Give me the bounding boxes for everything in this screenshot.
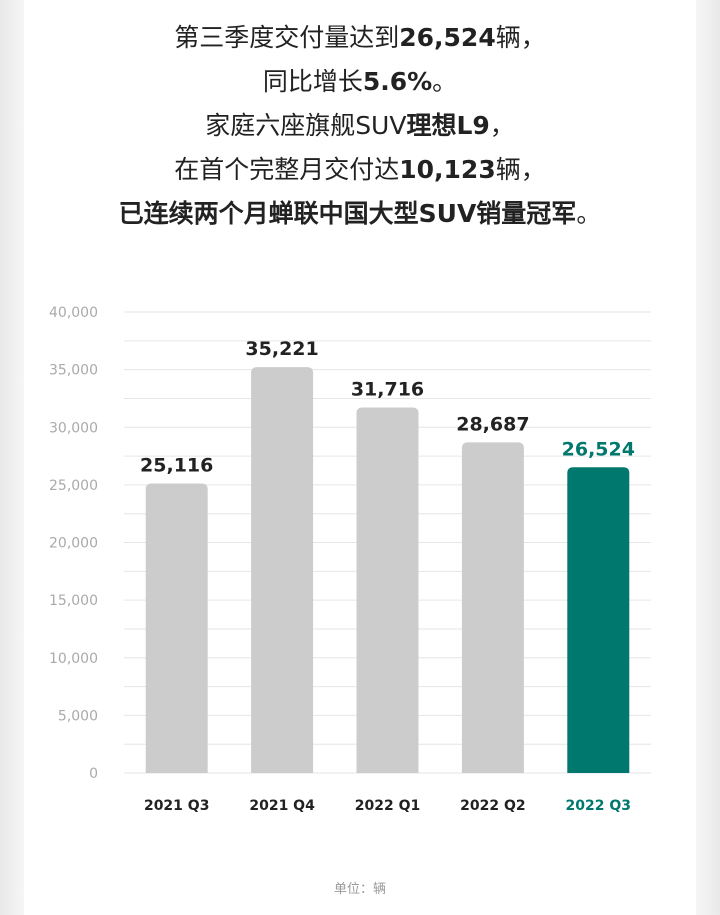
bar	[356, 407, 419, 773]
headline-text: 。	[432, 67, 458, 96]
headline-line-4: 在首个完整月交付达10,123辆，	[24, 148, 696, 192]
headline-highlight: 理想L9	[406, 111, 490, 140]
headline-text: 家庭六座旗舰SUV	[205, 111, 407, 140]
page-edge-left	[0, 0, 24, 915]
headline-line-1: 第三季度交付量达到26,524辆，	[24, 16, 696, 60]
data-label: 28,687	[456, 413, 529, 435]
unit-label: 单位：辆	[333, 882, 386, 897]
y-tick-label: 0	[89, 766, 98, 782]
x-tick-label: 2021 Q3	[144, 798, 209, 814]
headline: 第三季度交付量达到26,524辆， 同比增长5.6%。 家庭六座旗舰SUV理想L…	[24, 16, 696, 236]
data-label: 31,716	[351, 378, 424, 400]
data-label: 25,116	[140, 455, 213, 477]
headline-highlight: 5.6%	[362, 67, 433, 96]
y-tick-label: 35,000	[49, 363, 98, 379]
bar	[145, 483, 208, 773]
y-tick-label: 5,000	[58, 708, 98, 724]
headline-line-2: 同比增长5.6%。	[24, 60, 696, 104]
bar-chart: 0 5,000 10,000 15,000 20,000 25,000 30,000 35,0…	[49, 305, 651, 814]
headline-line-5: 已连续两个月蝉联中国大型SUV销量冠军。	[24, 192, 696, 236]
y-tick-label: 30,000	[49, 420, 98, 436]
x-tick-label: 2022 Q2	[460, 798, 525, 814]
data-label: 26,524	[562, 438, 635, 460]
headline-highlight: 已连续两个月蝉联中国大型SUV销量冠军	[118, 199, 577, 228]
x-tick-label: 2022 Q3	[566, 798, 631, 814]
page-edge-right	[696, 0, 720, 915]
x-tick-label: 2022 Q1	[355, 798, 420, 814]
headline-text: 同比增长	[262, 67, 363, 96]
headline-text: 在首个完整月交付达	[174, 155, 400, 184]
bar	[567, 467, 630, 773]
y-tick-label: 40,000	[49, 305, 98, 321]
y-tick-label: 15,000	[49, 593, 98, 609]
headline-line-3: 家庭六座旗舰SUV理想L9，	[24, 104, 696, 148]
y-tick-label: 10,000	[49, 651, 98, 667]
headline-text: 辆，	[495, 155, 546, 184]
bar	[461, 442, 524, 773]
x-tick-label: 2021 Q4	[249, 798, 315, 814]
headline-text: ，	[489, 111, 515, 140]
headline-text: 辆，	[495, 23, 546, 52]
headline-text: 第三季度交付量达到	[174, 23, 400, 52]
data-label: 35,221	[245, 338, 318, 360]
headline-highlight: 10,123	[399, 155, 496, 184]
y-tick-label: 20,000	[49, 536, 98, 552]
headline-highlight: 26,524	[399, 23, 496, 52]
bar	[251, 367, 314, 773]
headline-text: 。	[576, 199, 602, 228]
y-tick-label: 25,000	[49, 478, 98, 494]
